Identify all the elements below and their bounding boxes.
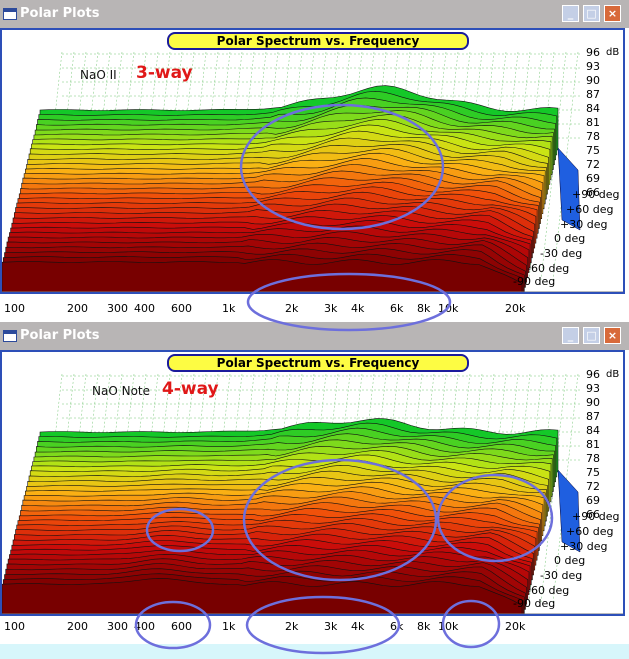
- frequency-tick-label: 300: [107, 620, 128, 633]
- minimize-button[interactable]: _: [562, 327, 579, 344]
- frequency-tick-label: 20k: [505, 302, 526, 315]
- status-strip: [0, 644, 629, 659]
- angle-tick-label: -90 deg: [513, 275, 556, 288]
- maximize-button[interactable]: □: [583, 5, 600, 22]
- plot-area: Polar Spectrum vs. Frequency NaO II 3-wa…: [0, 28, 625, 294]
- frequency-tick-label: 400: [134, 620, 155, 633]
- db-tick-label: 78: [586, 130, 600, 143]
- db-tick-label: 81: [586, 116, 600, 129]
- frequency-tick-label: 2k: [285, 302, 299, 315]
- frequency-tick-label: 100: [4, 620, 25, 633]
- angle-tick-label: -60 deg: [527, 584, 570, 597]
- window-title: Polar Plots: [20, 328, 100, 343]
- plot-side-edge: [557, 147, 581, 231]
- frequency-tick-label: 6k: [390, 302, 404, 315]
- maximize-icon: □: [586, 329, 597, 342]
- title-bar[interactable]: Polar Plots _ □ ×: [0, 322, 629, 350]
- maximize-button[interactable]: □: [583, 327, 600, 344]
- close-icon: ×: [607, 7, 618, 20]
- db-tick-label: 81: [586, 438, 600, 451]
- frequency-tick-label: 2k: [285, 620, 299, 633]
- db-tick-label: 90: [586, 396, 600, 409]
- db-unit-label: dB: [606, 369, 620, 380]
- db-tick-label: 87: [586, 88, 600, 101]
- model-label: NaO Note: [92, 384, 150, 398]
- db-tick-label: 69: [586, 172, 600, 185]
- minimize-icon: _: [567, 7, 574, 20]
- frequency-tick-label: 200: [67, 620, 88, 633]
- angle-tick-label: +90 deg: [572, 188, 620, 201]
- frequency-tick-label: 20k: [505, 620, 526, 633]
- db-tick-label: 66: [586, 508, 600, 521]
- angle-tick-label: -60 deg: [527, 262, 570, 275]
- db-tick-label: 72: [586, 480, 600, 493]
- frequency-tick-label: 200: [67, 302, 88, 315]
- db-tick-label: 87: [586, 410, 600, 423]
- frequency-tick-label: 10k: [438, 302, 459, 315]
- plot-title: Polar Spectrum vs. Frequency: [167, 354, 469, 372]
- db-tick-label: 78: [586, 452, 600, 465]
- frequency-tick-label: 6k: [390, 620, 404, 633]
- way-label: 4-way: [162, 379, 219, 399]
- angle-tick-label: -30 deg: [540, 569, 583, 582]
- frequency-tick-label: 10k: [438, 620, 459, 633]
- close-button[interactable]: ×: [604, 5, 621, 22]
- frequency-tick-label: 400: [134, 302, 155, 315]
- angle-tick-label: +90 deg: [572, 510, 620, 523]
- db-tick-label: 93: [586, 382, 600, 395]
- angle-tick-label: -90 deg: [513, 597, 556, 610]
- angle-tick-label: +30 deg: [560, 218, 608, 231]
- frequency-tick-label: 4k: [351, 620, 365, 633]
- frequency-tick-label: 3k: [324, 620, 338, 633]
- angle-tick-label: +60 deg: [566, 525, 614, 538]
- title-bar[interactable]: Polar Plots _ □ ×: [0, 0, 629, 28]
- plot-area: Polar Spectrum vs. Frequency NaO Note 4-…: [0, 350, 625, 616]
- frequency-tick-label: 300: [107, 302, 128, 315]
- db-tick-label: 96: [586, 368, 600, 381]
- db-tick-label: 75: [586, 466, 600, 479]
- angle-tick-label: +30 deg: [560, 540, 608, 553]
- close-icon: ×: [607, 329, 618, 342]
- close-button[interactable]: ×: [604, 327, 621, 344]
- db-tick-label: 69: [586, 494, 600, 507]
- maximize-icon: □: [586, 7, 597, 20]
- db-tick-label: 75: [586, 144, 600, 157]
- db-tick-label: 84: [586, 102, 600, 115]
- frequency-tick-label: 1k: [222, 302, 236, 315]
- minimize-button[interactable]: _: [562, 5, 579, 22]
- db-tick-label: 90: [586, 74, 600, 87]
- frequency-tick-label: 1k: [222, 620, 236, 633]
- frequency-tick-label: 100: [4, 302, 25, 315]
- angle-tick-label: +60 deg: [566, 203, 614, 216]
- plot-side-edge: [557, 469, 581, 553]
- frequency-tick-label: 600: [171, 302, 192, 315]
- db-tick-label: 66: [586, 186, 600, 199]
- db-tick-label: 84: [586, 424, 600, 437]
- frequency-tick-label: 8k: [417, 302, 431, 315]
- frequency-tick-label: 4k: [351, 302, 365, 315]
- db-tick-label: 93: [586, 60, 600, 73]
- window-icon: [3, 8, 17, 20]
- db-tick-label: 72: [586, 158, 600, 171]
- plot-title: Polar Spectrum vs. Frequency: [167, 32, 469, 50]
- angle-tick-label: 0 deg: [554, 232, 586, 245]
- minimize-icon: _: [567, 329, 574, 342]
- model-label: NaO II: [80, 68, 117, 82]
- angle-tick-label: -30 deg: [540, 247, 583, 260]
- frequency-tick-label: 8k: [417, 620, 431, 633]
- db-tick-label: 96: [586, 46, 600, 59]
- way-label: 3-way: [136, 63, 193, 83]
- db-unit-label: dB: [606, 47, 620, 58]
- spectrum-slice: [2, 259, 523, 292]
- angle-tick-label: 0 deg: [554, 554, 586, 567]
- frequency-axis-strip: [0, 616, 629, 644]
- window-title: Polar Plots: [20, 6, 100, 21]
- frequency-tick-label: 600: [171, 620, 192, 633]
- window-icon: [3, 330, 17, 342]
- frequency-tick-label: 3k: [324, 302, 338, 315]
